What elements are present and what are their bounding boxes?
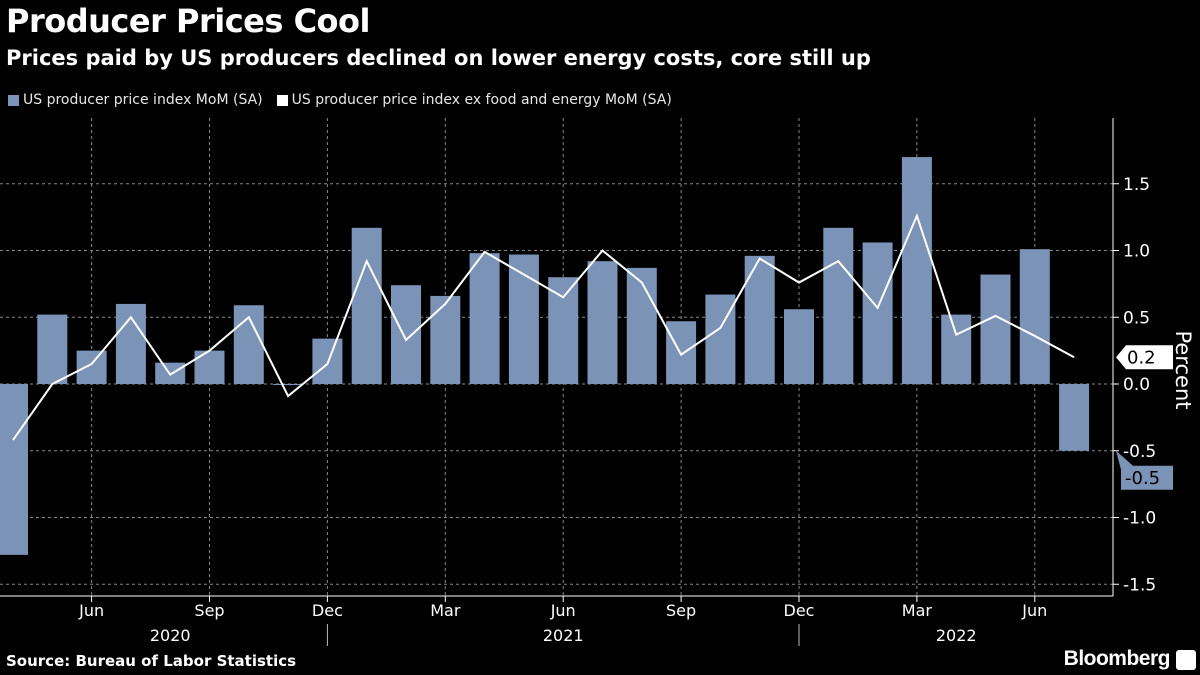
bar bbox=[587, 261, 618, 384]
y-tick-label: 0.5 bbox=[1123, 308, 1150, 328]
bar bbox=[941, 314, 972, 384]
y-tick-label: 1.5 bbox=[1123, 175, 1150, 195]
y-tick-label: -1.0 bbox=[1123, 509, 1156, 529]
chart-title: Producer Prices Cool bbox=[6, 2, 370, 40]
legend-swatch-bar bbox=[8, 94, 19, 106]
y-tick-label: -1.5 bbox=[1123, 575, 1156, 595]
x-tick-label: Jun bbox=[1021, 601, 1047, 620]
bar bbox=[1059, 384, 1090, 451]
y-axis-label: Percent bbox=[1171, 330, 1195, 409]
last-value-tag bbox=[1116, 450, 1173, 490]
bar bbox=[626, 267, 657, 384]
bar bbox=[784, 309, 814, 384]
bloomberg-logo: Bloomberg bbox=[1063, 647, 1171, 670]
bar bbox=[862, 242, 893, 384]
bar bbox=[980, 274, 1011, 384]
last-value-label: -0.5 bbox=[1125, 468, 1160, 489]
year-label: 2022 bbox=[936, 626, 977, 645]
last-value-tag bbox=[1116, 345, 1173, 370]
bar bbox=[469, 253, 500, 384]
bar bbox=[430, 295, 461, 384]
year-label: 2020 bbox=[150, 626, 191, 645]
source-note: Source: Bureau of Labor Statistics bbox=[6, 652, 297, 670]
last-value-label: 0.2 bbox=[1127, 347, 1156, 368]
year-label: 2021 bbox=[543, 626, 584, 645]
bar bbox=[823, 227, 854, 384]
bloomberg-logo-icon bbox=[1176, 650, 1196, 670]
legend: US producer price index MoM (SA) US prod… bbox=[8, 92, 672, 108]
y-tick-label: 1.0 bbox=[1123, 242, 1150, 262]
legend-swatch-line bbox=[276, 94, 288, 106]
bar bbox=[901, 157, 932, 384]
x-tick-label: Sep bbox=[666, 601, 696, 620]
bar bbox=[1019, 249, 1050, 384]
x-tick-label: Dec bbox=[312, 601, 343, 620]
bar bbox=[194, 350, 225, 384]
legend-label: US producer price index ex food and ener… bbox=[291, 92, 672, 108]
legend-item-ppi: US producer price index MoM (SA) bbox=[8, 92, 263, 108]
bar bbox=[548, 277, 579, 384]
x-tick-label: Dec bbox=[784, 601, 815, 620]
core-ppi-line bbox=[12, 212, 1075, 441]
bar bbox=[508, 254, 539, 384]
bar bbox=[76, 350, 107, 384]
x-tick-label: Mar bbox=[430, 601, 461, 620]
y-tick-label: -0.5 bbox=[1123, 442, 1156, 462]
bar bbox=[351, 227, 382, 384]
x-tick-label: Mar bbox=[902, 601, 933, 620]
bar bbox=[273, 384, 304, 385]
x-tick-label: Sep bbox=[194, 601, 224, 620]
bar bbox=[391, 285, 421, 384]
bar bbox=[0, 384, 28, 555]
legend-label: US producer price index MoM (SA) bbox=[23, 92, 263, 108]
bar bbox=[37, 314, 68, 384]
x-tick-label: Jun bbox=[78, 601, 104, 620]
x-tick-label: Jun bbox=[550, 601, 576, 620]
chart-subtitle: Prices paid by US producers declined on … bbox=[6, 46, 871, 70]
y-tick-label: 0.0 bbox=[1123, 375, 1150, 395]
legend-item-core: US producer price index ex food and ener… bbox=[276, 92, 672, 108]
